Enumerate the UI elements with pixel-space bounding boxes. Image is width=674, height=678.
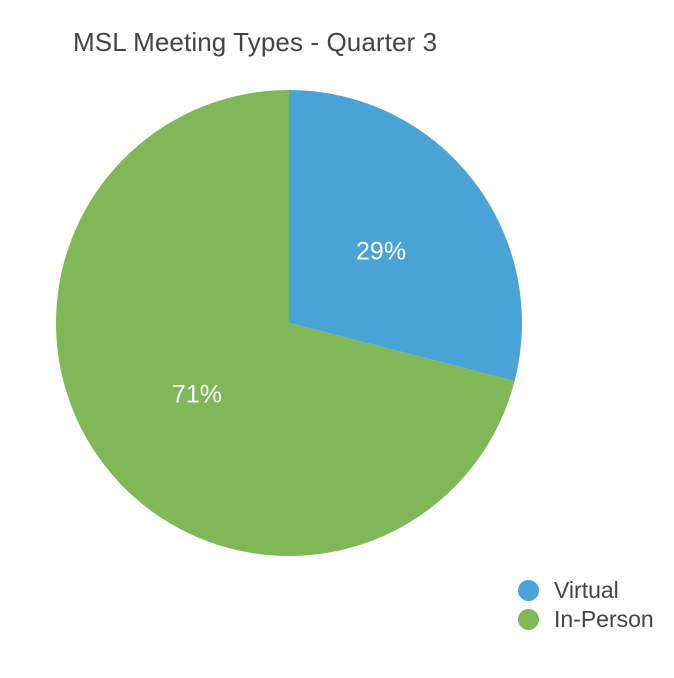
slice-data-label: 71% — [172, 380, 222, 408]
legend: Virtual In-Person — [518, 578, 654, 632]
legend-item: Virtual — [518, 578, 654, 603]
chart-title: MSL Meeting Types - Quarter 3 — [73, 27, 438, 57]
legend-label: In-Person — [554, 606, 654, 632]
slice-data-label: 29% — [356, 238, 406, 266]
legend-item: In-Person — [518, 607, 654, 632]
pie-slice-in-person — [55, 90, 515, 556]
legend-swatch — [518, 609, 539, 630]
legend-label: Virtual — [554, 577, 619, 603]
pie-slice-virtual — [289, 90, 522, 381]
legend-swatch — [518, 580, 539, 601]
